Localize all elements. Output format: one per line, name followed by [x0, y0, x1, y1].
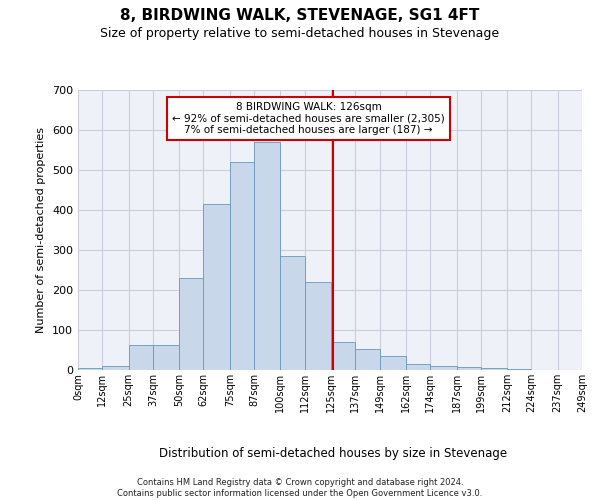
Bar	[78, 368, 102, 370]
Text: Distribution of semi-detached houses by size in Stevenage: Distribution of semi-detached houses by …	[159, 448, 507, 460]
Bar	[481, 368, 507, 370]
Text: 8, BIRDWING WALK, STEVENAGE, SG1 4FT: 8, BIRDWING WALK, STEVENAGE, SG1 4FT	[121, 8, 479, 22]
Bar	[331, 342, 355, 370]
Bar	[153, 345, 179, 370]
Bar	[406, 364, 430, 370]
Text: Size of property relative to semi-detached houses in Stevenage: Size of property relative to semi-detach…	[100, 28, 500, 40]
Text: Contains HM Land Registry data © Crown copyright and database right 2024.
Contai: Contains HM Land Registry data © Crown c…	[118, 478, 482, 498]
Bar	[230, 162, 254, 370]
Bar	[305, 282, 331, 370]
Text: 8 BIRDWING WALK: 126sqm
← 92% of semi-detached houses are smaller (2,305)
7% of : 8 BIRDWING WALK: 126sqm ← 92% of semi-de…	[172, 102, 445, 135]
Bar	[430, 366, 457, 370]
Y-axis label: Number of semi-detached properties: Number of semi-detached properties	[37, 127, 46, 333]
Bar	[254, 142, 280, 370]
Bar	[380, 356, 406, 370]
Bar	[280, 256, 305, 370]
Bar	[203, 204, 230, 370]
Bar	[102, 366, 128, 370]
Bar	[128, 345, 153, 370]
Bar	[355, 349, 380, 370]
Bar	[179, 278, 203, 370]
Bar	[457, 367, 481, 370]
Bar	[507, 369, 532, 370]
